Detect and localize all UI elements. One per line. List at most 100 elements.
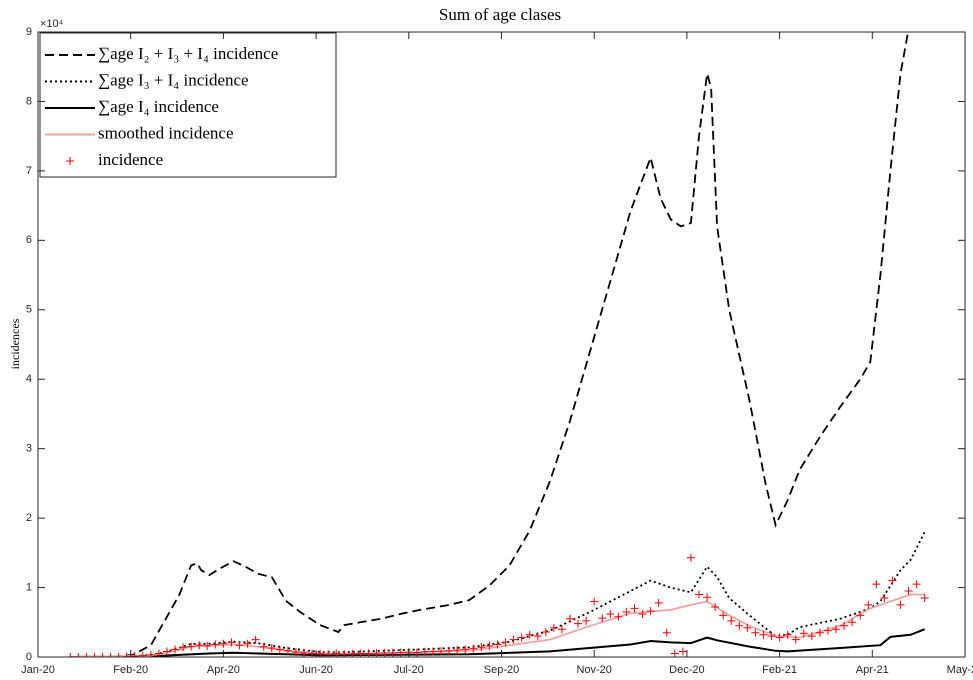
data-point [574, 619, 583, 628]
data-point [703, 593, 712, 602]
x-tick-label: Feb-20 [113, 664, 148, 676]
data-point [614, 612, 623, 621]
data-point [799, 629, 808, 638]
y-tick-label: 4 [26, 373, 32, 385]
data-point [227, 638, 236, 647]
data-point [283, 646, 292, 655]
data-point [259, 642, 268, 651]
data-point [364, 649, 373, 657]
data-point [493, 640, 502, 649]
data-point [549, 623, 558, 632]
legend-box [39, 32, 337, 178]
data-point [598, 614, 607, 623]
data-point [243, 639, 252, 648]
x-tick-label: Feb-21 [762, 664, 797, 676]
data-point [848, 618, 857, 627]
data-point [686, 553, 695, 562]
x-tick-label: Nov-20 [576, 664, 611, 676]
data-point [807, 632, 816, 641]
data-point [98, 653, 107, 657]
x-tick-label: Jun-20 [299, 664, 333, 676]
data-point [501, 638, 510, 647]
data-point [146, 650, 155, 657]
data-point [557, 625, 566, 634]
data-point [485, 641, 494, 650]
data-point [646, 607, 655, 616]
data-point [832, 625, 841, 634]
data-point [896, 600, 905, 609]
legend-label: ∑age I₄ incidence [98, 97, 219, 116]
data-point [912, 580, 921, 589]
data-point [445, 646, 454, 655]
y-exponent: ×10⁴ [40, 18, 64, 30]
data-point [187, 642, 196, 651]
data-point [300, 648, 309, 657]
data-point [694, 590, 703, 599]
data-point [66, 157, 74, 165]
data-point [533, 632, 542, 641]
data-point [179, 643, 188, 652]
data-point [904, 587, 913, 596]
data-point [759, 630, 768, 639]
data-point [171, 645, 180, 654]
data-point [888, 576, 897, 585]
data-point [743, 623, 752, 632]
data-point [291, 648, 300, 657]
data-point [767, 632, 776, 641]
data-point [606, 609, 615, 618]
y-tick-label: 2 [26, 512, 32, 524]
y-tick-label: 8 [26, 95, 32, 107]
data-point [622, 607, 631, 616]
data-point [783, 630, 792, 639]
data-point [517, 633, 526, 642]
data-point [719, 611, 728, 620]
data-point [203, 641, 212, 650]
data-point [138, 651, 147, 657]
data-point [275, 645, 284, 654]
y-tick-label: 1 [26, 581, 32, 593]
series-line [70, 32, 909, 657]
legend-label: ∑age I₃ + I₄ incidence [98, 70, 249, 89]
data-point [509, 635, 518, 644]
plot-area [66, 32, 929, 657]
x-tick-label: May-21 [947, 664, 973, 676]
legend: ∑age I₂ + I₃ + I₄ incidence ∑age I₃ + I₄ … [39, 32, 337, 178]
data-point [461, 645, 470, 654]
y-tick-label: 5 [26, 304, 32, 316]
x-tick-label: Dec-20 [669, 664, 704, 676]
data-point [235, 641, 244, 650]
data-point [840, 621, 849, 630]
data-point [437, 647, 446, 656]
data-point [920, 593, 929, 602]
data-point [541, 628, 550, 636]
data-point [308, 649, 317, 657]
data-point [856, 611, 865, 620]
data-point [477, 643, 486, 652]
x-tick-label: Sep-20 [484, 664, 519, 676]
data-point [130, 652, 139, 657]
data-point [823, 626, 832, 635]
data-point [106, 653, 115, 657]
legend-label: smoothed incidence [98, 123, 234, 142]
data-point [791, 635, 800, 644]
data-point [114, 653, 123, 657]
legend-label: incidence [98, 150, 163, 169]
y-tick-label: 0 [26, 651, 32, 663]
x-tick-label: Jul-20 [394, 664, 424, 676]
data-point [711, 603, 720, 611]
data-point [630, 604, 639, 613]
x-tick-label: Jan-20 [21, 664, 55, 676]
data-point [678, 647, 687, 656]
data-point [388, 648, 397, 657]
y-tick-label: 3 [26, 443, 32, 455]
data-point [428, 647, 437, 656]
series-line [70, 628, 926, 657]
data-point [662, 628, 671, 637]
y-tick-label: 9 [26, 26, 32, 38]
data-point [380, 648, 389, 657]
data-point [372, 649, 381, 657]
data-point [356, 649, 365, 657]
data-point [525, 630, 534, 639]
data-point [82, 653, 91, 657]
